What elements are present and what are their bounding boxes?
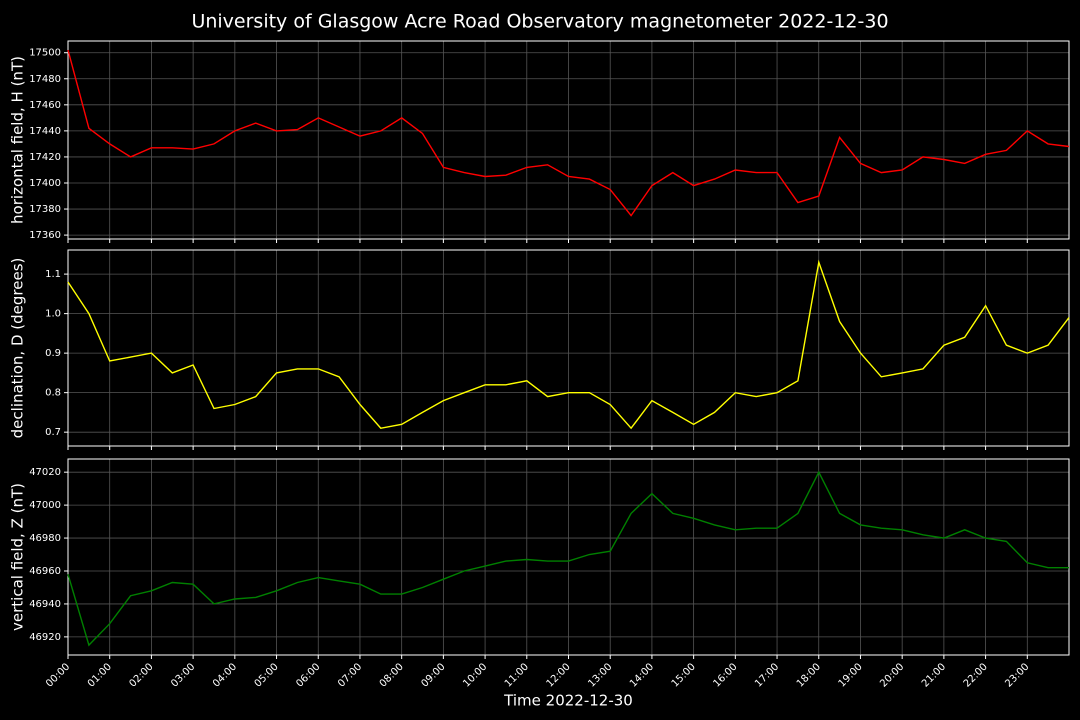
plot-frame xyxy=(67,40,1070,240)
x-tick-label: 20:00 xyxy=(878,661,906,689)
y-axis-label: declination, D (degrees) xyxy=(9,258,27,439)
y-tick-label: 17500 xyxy=(29,48,61,59)
plot-frame xyxy=(67,249,1070,447)
x-tick-label: 15:00 xyxy=(670,661,698,689)
y-tick-label: 17380 xyxy=(29,204,61,215)
x-tick-label: 08:00 xyxy=(378,661,406,689)
x-tick-label: 17:00 xyxy=(753,661,781,689)
figure-title: University of Glasgow Acre Road Observat… xyxy=(191,11,888,33)
data-line xyxy=(67,259,1070,430)
x-axis-label: Time 2022-12-30 xyxy=(503,692,633,710)
y-tick-label: 47000 xyxy=(29,500,61,511)
y-tick-label: 17420 xyxy=(29,152,61,163)
x-tick-label: 13:00 xyxy=(586,661,614,689)
x-tick-label: 00:00 xyxy=(44,661,72,689)
y-tick-label: 46960 xyxy=(29,566,61,577)
y-tick-label: 17440 xyxy=(29,126,61,137)
x-tick-label: 18:00 xyxy=(795,661,823,689)
x-tick-label: 16:00 xyxy=(711,661,739,689)
x-tick-label: 05:00 xyxy=(253,661,281,689)
x-tick-label: 03:00 xyxy=(169,661,197,689)
x-tick-label: 22:00 xyxy=(962,661,990,689)
plot-frame xyxy=(67,458,1070,656)
x-tick-label: 21:00 xyxy=(920,661,948,689)
x-tick-label: 12:00 xyxy=(545,661,573,689)
x-tick-label: 02:00 xyxy=(127,661,155,689)
y-tick-label: 46980 xyxy=(29,533,61,544)
x-tick-label: 01:00 xyxy=(86,661,114,689)
x-tick-label: 19:00 xyxy=(837,661,865,689)
y-tick-label: 47020 xyxy=(29,467,61,478)
x-tick-label: 09:00 xyxy=(419,661,447,689)
x-tick-label: 06:00 xyxy=(294,661,322,689)
x-tick-label: 11:00 xyxy=(503,661,531,689)
y-tick-label: 1.0 xyxy=(45,309,61,320)
x-tick-label: 07:00 xyxy=(336,661,364,689)
x-tick-label: 23:00 xyxy=(1003,661,1031,689)
y-tick-label: 17360 xyxy=(29,230,61,241)
y-tick-label: 0.9 xyxy=(45,348,61,359)
x-tick-label: 04:00 xyxy=(211,661,239,689)
data-line xyxy=(67,470,1069,647)
y-tick-label: 0.8 xyxy=(45,388,61,399)
x-tick-label: 10:00 xyxy=(461,661,489,689)
y-axis-label: horizontal field, H (nT) xyxy=(9,56,27,224)
y-tick-label: 46920 xyxy=(29,632,61,643)
y-tick-label: 46940 xyxy=(29,599,61,610)
y-axis-label: vertical field, Z (nT) xyxy=(9,483,27,631)
data-line xyxy=(67,49,1070,217)
y-tick-label: 17460 xyxy=(29,100,61,111)
y-tick-label: 0.7 xyxy=(45,427,61,438)
x-tick-label: 14:00 xyxy=(628,661,656,689)
y-tick-label: 17480 xyxy=(29,74,61,85)
y-tick-label: 17400 xyxy=(29,178,61,189)
y-tick-label: 1.1 xyxy=(45,269,61,280)
